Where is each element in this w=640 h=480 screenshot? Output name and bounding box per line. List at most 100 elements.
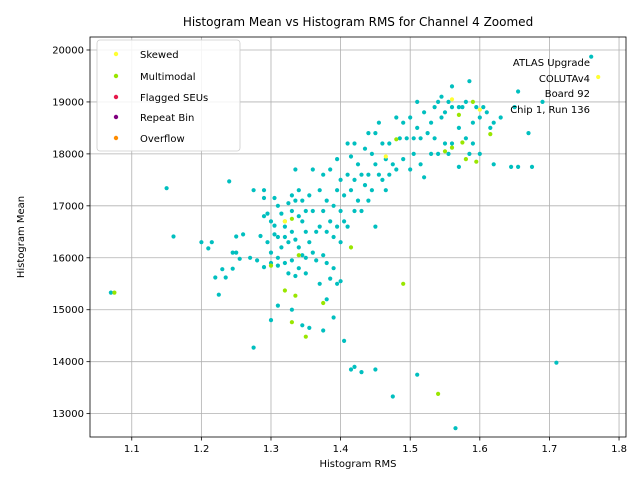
annotation-line-chip: COLUTAv4 bbox=[539, 74, 590, 85]
data-point-default bbox=[321, 253, 326, 258]
data-point-default bbox=[293, 198, 298, 203]
data-point-default bbox=[446, 151, 451, 156]
data-point-default bbox=[303, 208, 308, 214]
data-point-default bbox=[481, 105, 486, 110]
legend-label-multimodal: Multimodal bbox=[140, 72, 196, 83]
y-axis-label: Histogram Mean bbox=[16, 196, 27, 278]
data-point-default bbox=[516, 164, 521, 169]
data-point-multimodal bbox=[474, 159, 479, 164]
data-point-default bbox=[230, 266, 235, 271]
data-point-default bbox=[317, 224, 322, 229]
data-point-default bbox=[261, 214, 267, 219]
data-point-default bbox=[227, 179, 232, 184]
plot-area-frame bbox=[89, 36, 627, 438]
data-point-default bbox=[272, 223, 277, 228]
data-point-default bbox=[463, 136, 468, 141]
legend-label-skewed: Skewed bbox=[140, 50, 179, 61]
data-point-default bbox=[300, 253, 305, 258]
data-point-default bbox=[296, 188, 301, 193]
data-point-default bbox=[237, 256, 242, 261]
data-point-default bbox=[422, 110, 427, 115]
x-tick-label: 1.8 bbox=[611, 444, 627, 455]
data-point-default bbox=[415, 99, 420, 104]
data-point-default bbox=[345, 224, 350, 229]
x-tick-label: 1.2 bbox=[193, 444, 209, 455]
data-point-multimodal bbox=[436, 391, 441, 396]
data-point-default bbox=[348, 154, 354, 159]
data-point-default bbox=[293, 237, 298, 242]
data-point-default bbox=[275, 234, 280, 240]
data-point-default bbox=[467, 79, 472, 84]
data-point-default bbox=[366, 172, 371, 177]
data-point-default bbox=[348, 188, 354, 193]
legend-label-flagged-seus: Flagged SEUs bbox=[140, 93, 208, 104]
data-point-skewed bbox=[596, 74, 601, 80]
data-point-default bbox=[268, 250, 274, 255]
data-point-default bbox=[296, 266, 301, 271]
data-point-default bbox=[401, 120, 406, 125]
data-point-default bbox=[279, 245, 284, 250]
data-point-default bbox=[321, 328, 326, 333]
data-point-default bbox=[251, 188, 256, 193]
data-point-default bbox=[108, 290, 113, 295]
data-point-default bbox=[442, 141, 448, 146]
data-point-default bbox=[397, 136, 402, 141]
data-point-default bbox=[338, 240, 343, 245]
data-point-default bbox=[352, 364, 357, 369]
grid bbox=[90, 37, 626, 437]
legend-label-overflow: Overflow bbox=[140, 134, 185, 145]
data-point-default bbox=[369, 188, 374, 193]
data-point-default bbox=[342, 219, 347, 224]
data-point-default bbox=[300, 219, 305, 224]
y-tick-label: 17000 bbox=[52, 201, 84, 212]
data-point-multimodal bbox=[442, 149, 448, 154]
data-point-default bbox=[265, 211, 270, 216]
data-point-default bbox=[342, 338, 347, 343]
data-point-multimodal bbox=[289, 216, 294, 221]
data-point-default bbox=[456, 105, 461, 110]
data-point-default bbox=[359, 208, 364, 214]
data-point-default bbox=[380, 177, 385, 182]
data-point-default bbox=[509, 164, 514, 169]
data-point-default bbox=[477, 151, 482, 156]
data-point-default bbox=[289, 229, 294, 234]
data-point-default bbox=[241, 232, 246, 237]
annotation-line-run: Chip 1, Run 136 bbox=[510, 105, 590, 116]
data-point-default bbox=[383, 188, 388, 193]
data-point-default bbox=[335, 157, 340, 162]
data-point-multimodal bbox=[470, 99, 475, 104]
data-point-default bbox=[289, 307, 294, 312]
legend-marker-multimodal bbox=[113, 73, 119, 79]
data-point-default bbox=[303, 271, 308, 276]
data-point-default bbox=[373, 224, 378, 229]
data-point-default bbox=[286, 201, 291, 206]
data-point-default bbox=[498, 115, 503, 120]
data-point-multimodal bbox=[289, 320, 294, 325]
x-tick-label: 1.5 bbox=[402, 444, 418, 455]
data-point-default bbox=[345, 141, 350, 146]
data-point-multimodal bbox=[293, 293, 298, 298]
data-point-default bbox=[366, 198, 371, 203]
data-point-multimodal bbox=[394, 137, 399, 142]
data-point-default bbox=[436, 99, 441, 104]
data-point-default bbox=[310, 250, 315, 255]
data-point-default bbox=[324, 260, 329, 266]
data-point-default bbox=[220, 267, 225, 272]
data-point-multimodal bbox=[321, 300, 326, 306]
data-point-default bbox=[439, 94, 444, 99]
data-point-default bbox=[289, 208, 294, 214]
data-point-default bbox=[286, 271, 291, 276]
data-point-default bbox=[404, 136, 409, 141]
data-point-default bbox=[275, 203, 280, 208]
data-point-default bbox=[380, 141, 385, 146]
data-point-default bbox=[355, 162, 361, 167]
data-point-default bbox=[300, 198, 305, 203]
data-point-default bbox=[248, 255, 253, 260]
data-point-default bbox=[282, 260, 287, 266]
data-point-default bbox=[470, 120, 475, 125]
data-point-default bbox=[348, 367, 354, 372]
legend-label-repeat-bin: Repeat Bin bbox=[140, 113, 194, 124]
data-point-default bbox=[467, 151, 472, 156]
data-points bbox=[108, 54, 601, 431]
